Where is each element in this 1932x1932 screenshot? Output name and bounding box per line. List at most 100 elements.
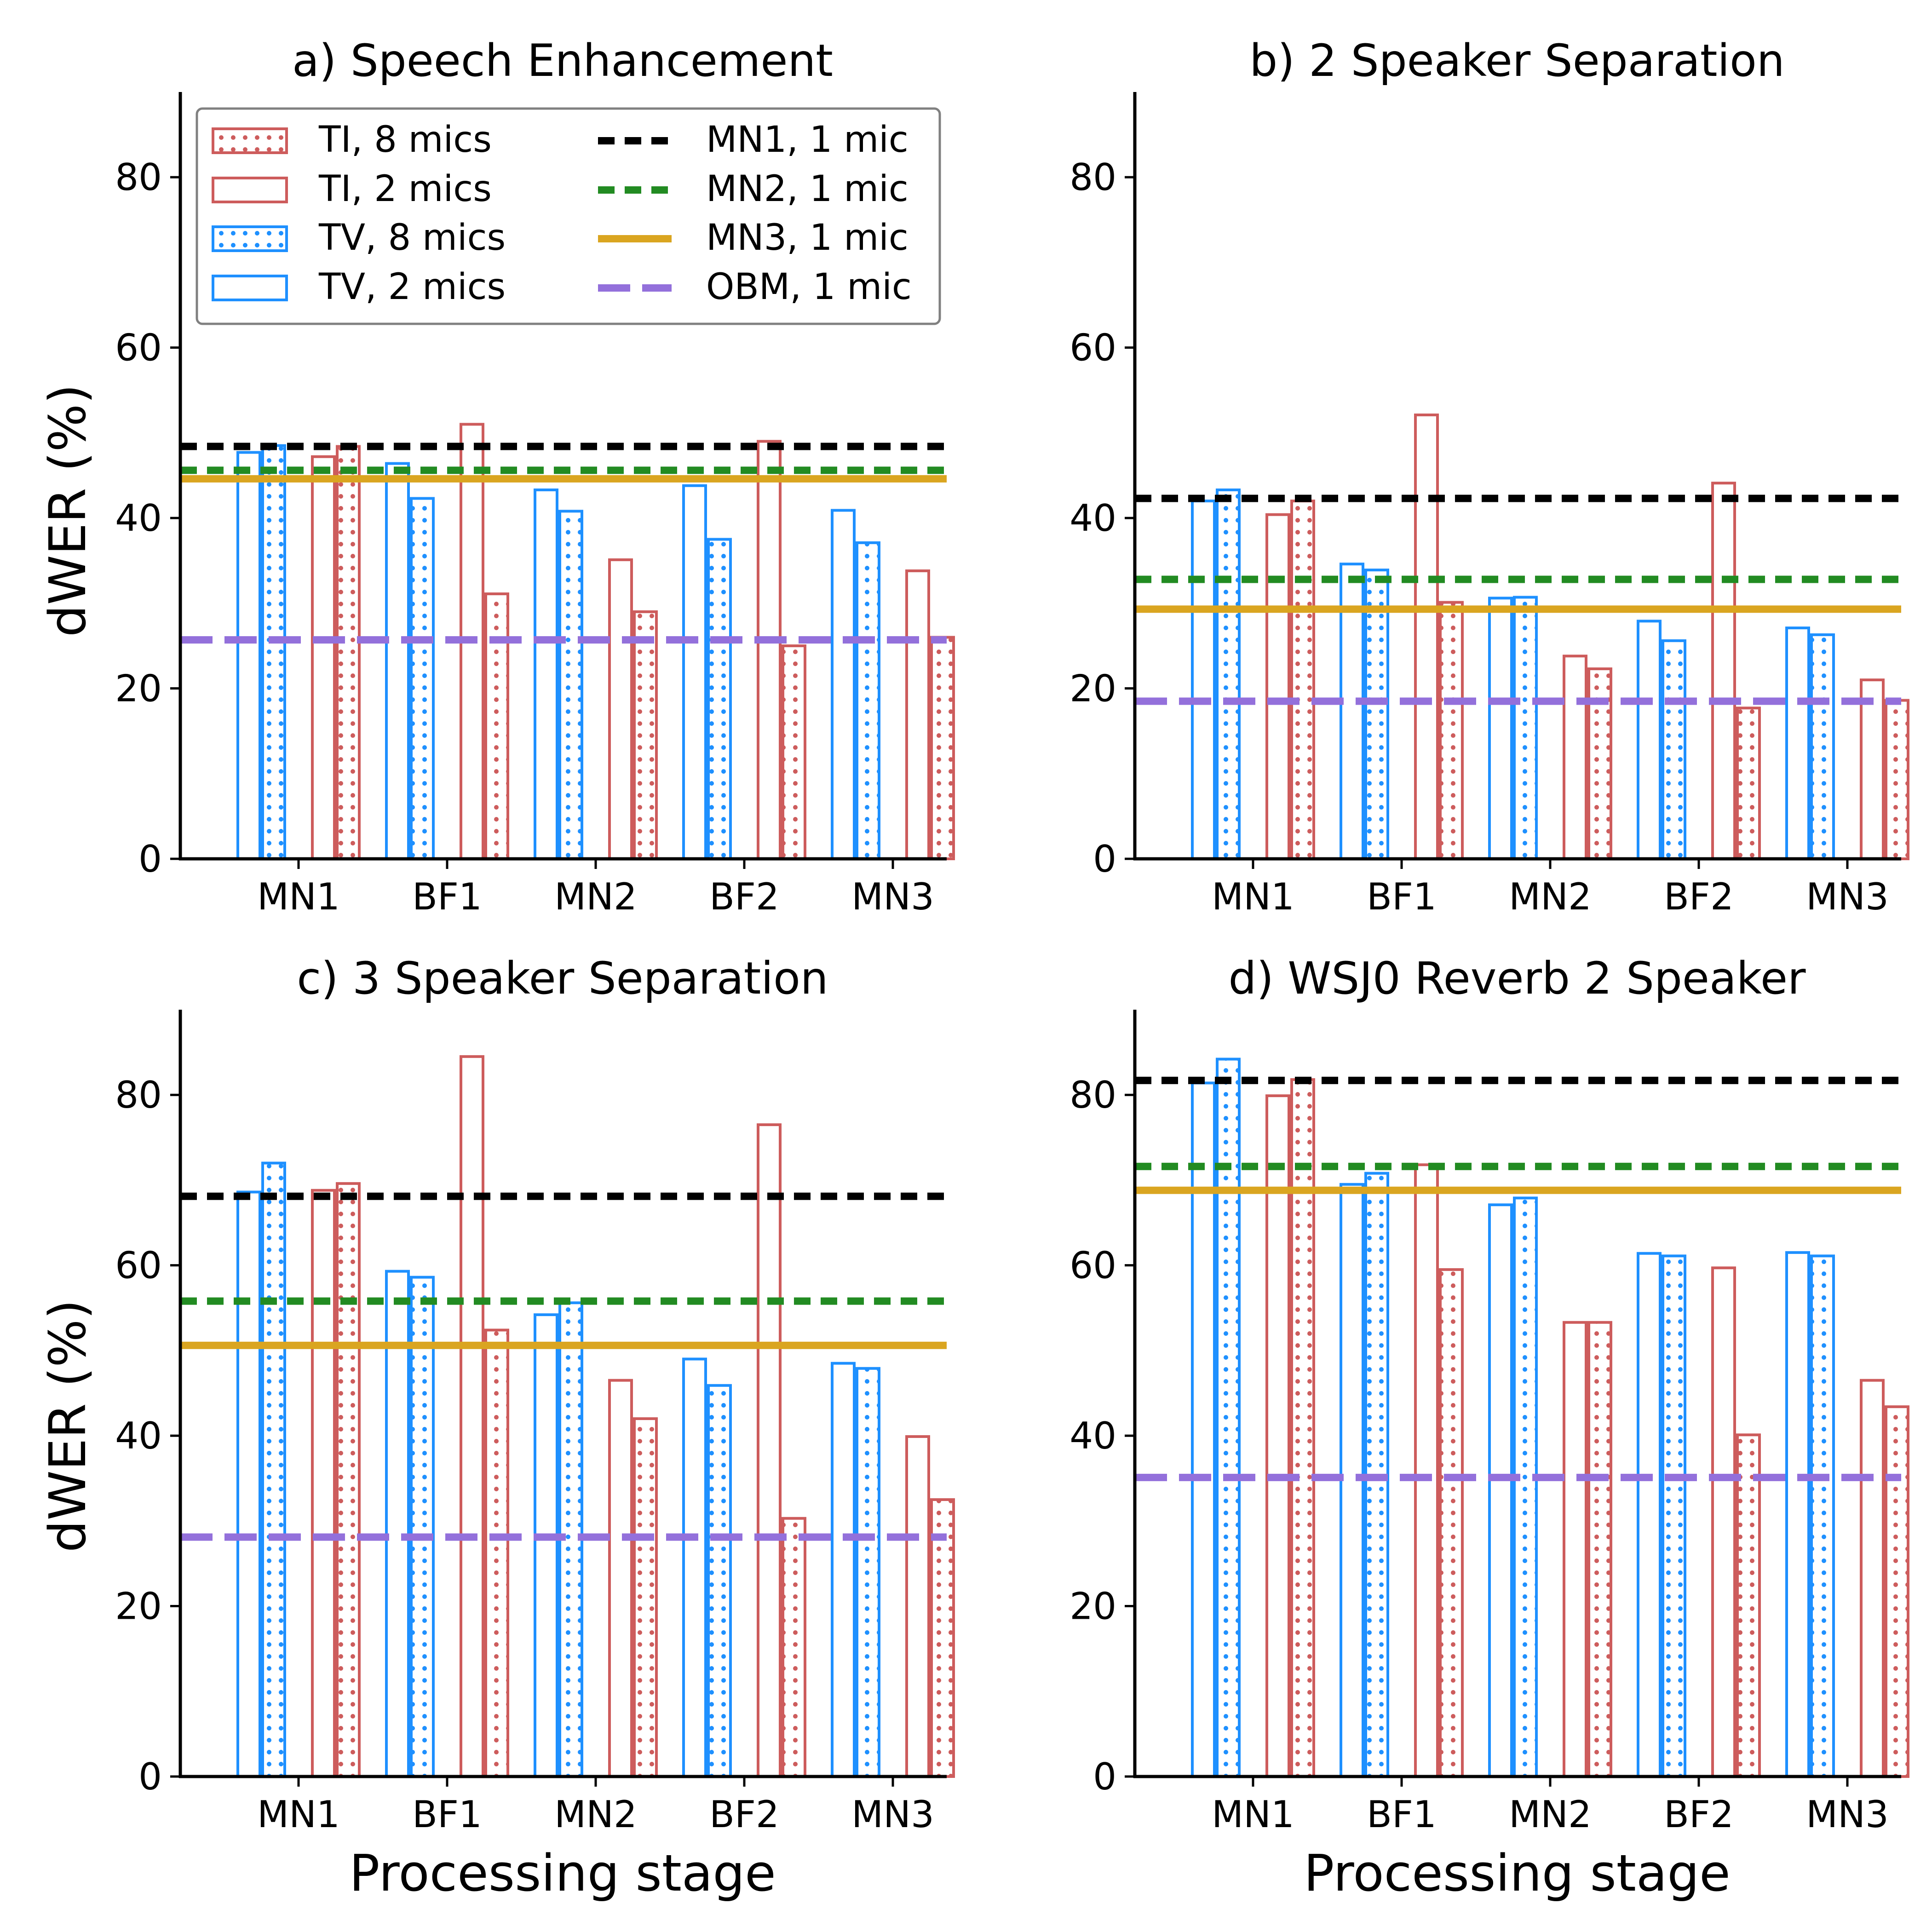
panel-c: c) 3 Speaker Separation dWER (%) Process… — [38, 953, 955, 1903]
x-axis-label: Processing stage — [1304, 1844, 1731, 1903]
bar-ti2-mn1 — [311, 455, 336, 860]
y-tick-label: 40 — [1070, 1414, 1116, 1457]
bar-tv2-bf2 — [682, 1357, 707, 1778]
bar-ti2-bf1 — [460, 1055, 484, 1778]
legend-label-tv8: TV, 8 mics — [318, 217, 506, 259]
panel-d: d) WSJ0 Reverb 2 Speaker Processing stag… — [1070, 953, 1909, 1903]
plot-area: MN1 BF1 MN2 BF2 MN3 0 20 40 60 80 — [115, 1010, 955, 1836]
panel-b: b) 2 Speaker Separation MN1 BF1 MN2 BF2 MN3 0… — [1070, 35, 1909, 918]
y-tick-label: 0 — [1093, 1755, 1116, 1798]
y-tick-label: 0 — [1093, 838, 1116, 880]
legend-label-ti2: TI, 2 mics — [318, 168, 492, 210]
bar-tv2-bf2 — [1637, 620, 1662, 860]
bar-tv2-mn2 — [534, 1313, 558, 1778]
x-tick-label: MN2 — [1509, 1793, 1592, 1836]
x-tick-label: MN2 — [554, 875, 637, 918]
x-axis-label: Processing stage — [349, 1844, 776, 1903]
bar-ti2-mn3 — [1860, 678, 1885, 860]
bar-tv8-bf1 — [1364, 569, 1389, 860]
bar-ti8-bf2 — [782, 1517, 806, 1778]
y-tick-label: 80 — [115, 156, 162, 199]
bar-tv2-mn2 — [1488, 1203, 1513, 1778]
y-tick-label: 80 — [115, 1074, 162, 1116]
panel-a: a) Speech Enhancement dWER (%) MN1 BF1 MN2… — [38, 35, 955, 918]
bar-ti2-mn3 — [1860, 1379, 1885, 1778]
bar-ti2-mn2 — [608, 558, 633, 860]
plot-area: MN1 BF1 MN2 BF2 MN3 0 20 40 60 80 — [1070, 92, 1909, 918]
bar-ti2-bf1 — [1414, 1163, 1439, 1778]
panel-title: a) Speech Enhancement — [292, 35, 833, 86]
y-tick-label: 40 — [115, 497, 162, 540]
bar-tv2-mn3 — [1785, 627, 1810, 860]
legend-label-tv2: TV, 2 mics — [318, 266, 506, 308]
bar-ti8-mn3 — [930, 636, 955, 861]
x-tick-label: MN1 — [257, 1793, 340, 1836]
bar-tv2-mn2 — [534, 488, 558, 860]
bar-tv2-mn3 — [831, 1362, 856, 1778]
y-axis-label: dWER (%) — [38, 1300, 97, 1552]
bar-tv8-bf2 — [1662, 1254, 1686, 1778]
bar-ti8-bf2 — [1736, 707, 1761, 860]
legend-label-mn2: MN2, 1 mic — [706, 168, 908, 210]
bar-ti8-bf1 — [1439, 601, 1464, 860]
bar-tv8-mn2 — [1513, 1196, 1538, 1778]
bar-tv8-mn1 — [261, 444, 286, 860]
bar-tv8-bf2 — [707, 538, 732, 860]
x-tick-label: BF2 — [1664, 875, 1734, 918]
y-tick-label: 80 — [1070, 1074, 1116, 1116]
bar-ti2-mn2 — [1563, 1321, 1587, 1778]
bar-ti2-mn1 — [311, 1189, 336, 1778]
legend-label-mn3: MN3, 1 mic — [706, 217, 908, 259]
y-tick-label: 0 — [138, 838, 162, 880]
y-tick-label: 60 — [1070, 1244, 1116, 1287]
bar-ti2-mn1 — [1265, 1094, 1290, 1778]
bar-tv8-mn1 — [1216, 1058, 1241, 1778]
bar-tv8-mn3 — [1810, 633, 1835, 861]
bar-tv2-bf1 — [385, 462, 410, 860]
bar-tv2-mn3 — [1785, 1251, 1810, 1778]
x-tick-label: BF2 — [709, 875, 779, 918]
y-tick-label: 20 — [1070, 1585, 1116, 1628]
x-tick-label: BF1 — [1367, 875, 1437, 918]
bar-ti8-bf2 — [782, 644, 806, 860]
legend-swatch-tv8 — [212, 225, 288, 252]
x-tick-label: BF1 — [412, 1793, 482, 1836]
bar-tv2-mn1 — [236, 1190, 261, 1778]
y-tick-label: 20 — [115, 667, 162, 710]
x-tick-label: MN1 — [1212, 875, 1294, 918]
panel-title: b) 2 Speaker Separation — [1249, 35, 1784, 86]
y-tick-label: 20 — [115, 1585, 162, 1628]
plot-area: MN1 BF1 MN2 BF2 MN3 0 20 40 60 80 — [115, 92, 955, 918]
bar-ti8-bf1 — [484, 1328, 509, 1778]
bar-ti8-bf1 — [1439, 1268, 1464, 1778]
bar-ti8-mn2 — [633, 1417, 658, 1778]
legend-frame — [196, 107, 941, 325]
bar-ti8-mn3 — [930, 1498, 955, 1778]
bar-ti8-bf1 — [484, 592, 509, 860]
panel-title: d) WSJ0 Reverb 2 Speaker — [1229, 953, 1806, 1004]
legend-label-ti8: TI, 8 mics — [318, 119, 492, 161]
bar-ti2-mn3 — [905, 569, 930, 860]
bar-ti2-mn2 — [1563, 655, 1587, 861]
bar-tv8-mn3 — [856, 541, 880, 860]
x-tick-label: BF1 — [1367, 1793, 1437, 1836]
bar-ti8-mn3 — [1885, 1405, 1909, 1778]
bar-tv2-mn1 — [1191, 500, 1216, 860]
bar-ti2-mn1 — [1265, 513, 1290, 861]
plot-area: MN1 BF1 MN2 BF2 MN3 0 20 40 60 80 — [1070, 1010, 1909, 1836]
bar-tv8-mn1 — [1216, 488, 1241, 860]
bar-ti8-mn1 — [336, 445, 361, 860]
legend-swatch-ti2 — [212, 177, 288, 203]
bar-ti2-bf2 — [1711, 482, 1736, 861]
legend: TI, 8 mics TI, 2 mics TV, 8 mics TV, 2 m… — [196, 107, 941, 325]
bar-ti8-mn1 — [1290, 500, 1315, 860]
bar-tv8-mn3 — [856, 1367, 880, 1778]
bar-ti8-mn2 — [1587, 667, 1612, 861]
bar-ti8-bf2 — [1736, 1433, 1761, 1778]
bar-tv8-mn1 — [261, 1162, 286, 1778]
bar-ti8-mn2 — [633, 610, 658, 861]
bar-ti8-mn1 — [336, 1182, 361, 1778]
bar-tv2-bf2 — [682, 484, 707, 860]
y-axis-label: dWER (%) — [38, 384, 97, 637]
